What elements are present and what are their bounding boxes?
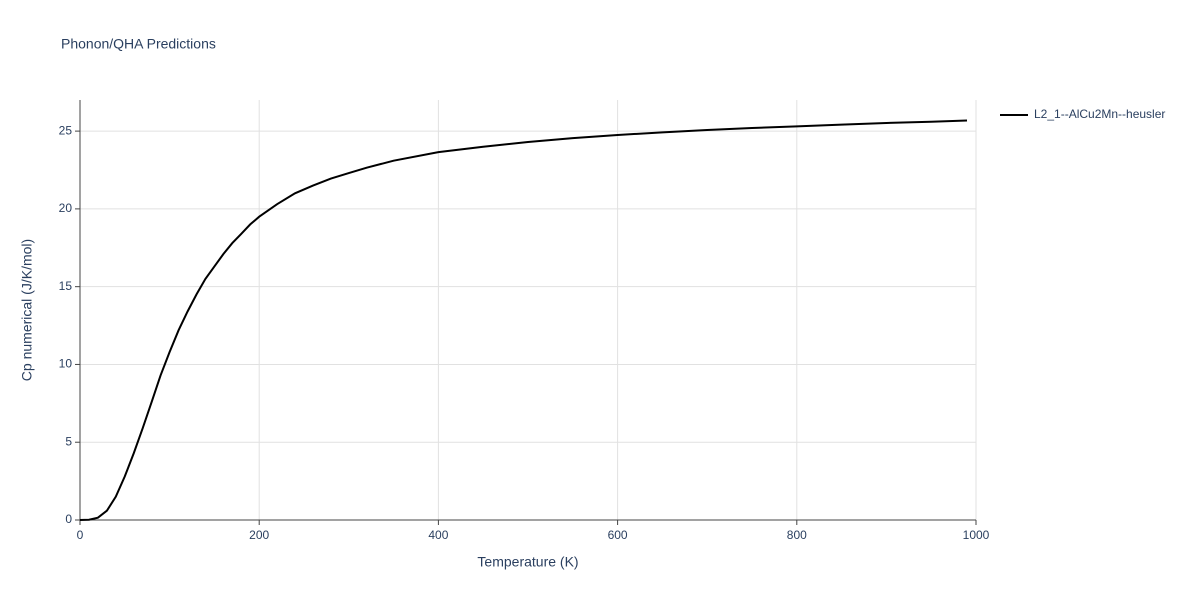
y-tick-label: 25 — [59, 123, 73, 137]
y-tick-label: 15 — [59, 279, 73, 293]
x-tick-label: 600 — [608, 528, 628, 542]
x-tick-label: 400 — [428, 528, 448, 542]
legend-label: L2_1--AlCu2Mn--heusler — [1034, 107, 1165, 121]
x-tick-label: 1000 — [963, 528, 990, 542]
series-line — [79, 119, 968, 521]
chart-title: Phonon/QHA Predictions — [61, 36, 216, 52]
y-axis-title: Cp numerical (J/K/mol) — [19, 239, 35, 381]
y-tick-label: 5 — [65, 434, 72, 448]
x-tick-label: 0 — [77, 528, 84, 542]
y-tick-label: 20 — [59, 201, 73, 215]
y-tick-label: 10 — [59, 357, 73, 371]
x-axis-title: Temperature (K) — [477, 554, 578, 570]
y-tick-label: 0 — [65, 512, 72, 526]
x-tick-label: 200 — [249, 528, 269, 542]
x-tick-label: 800 — [787, 528, 807, 542]
